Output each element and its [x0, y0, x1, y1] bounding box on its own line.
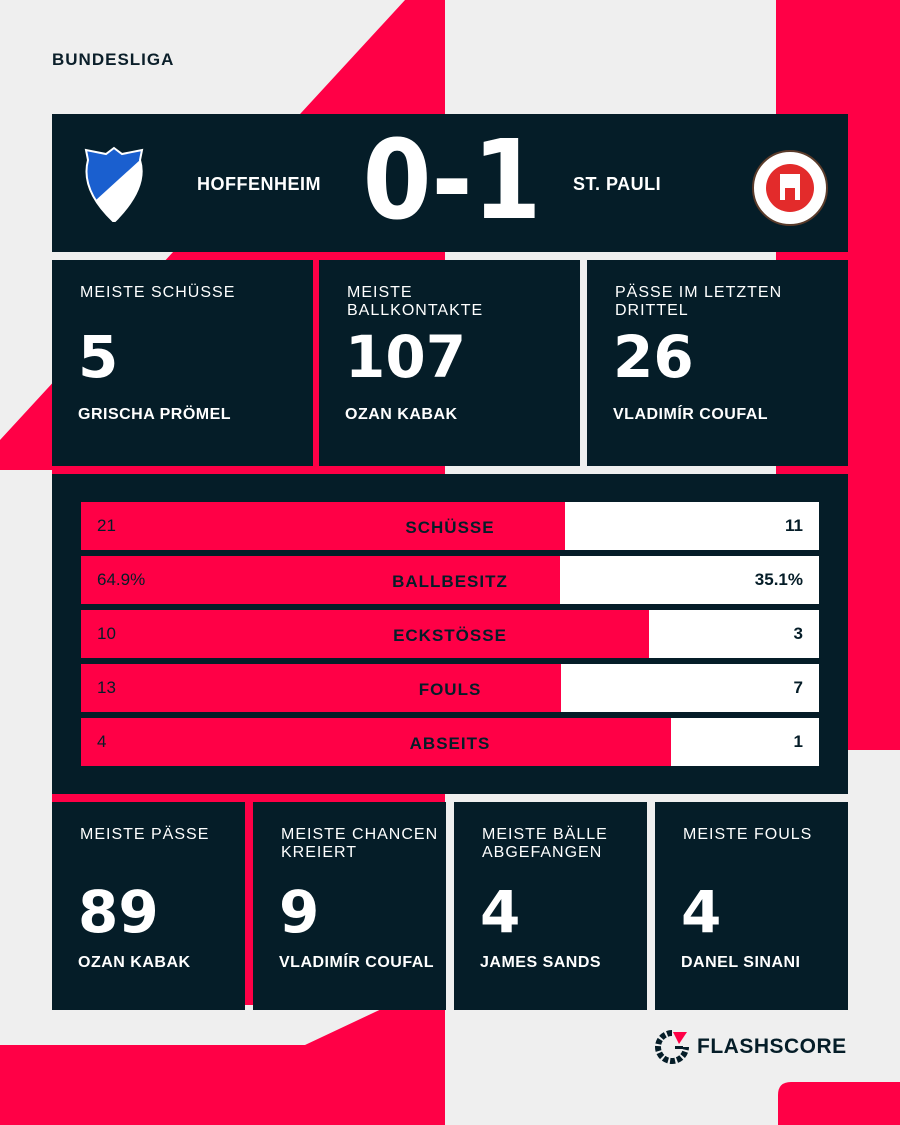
stat-card: MEISTE PÄSSE 89 OZAN KABAK	[52, 802, 245, 1010]
stat-card-player: DANEL SINANI	[681, 954, 801, 971]
home-share-bar	[81, 610, 649, 658]
stat-card: MEISTE BALLKONTAKTE 107 OZAN KABAK	[319, 260, 580, 466]
flashscore-brand: FLASHSCORE	[655, 1030, 847, 1064]
stat-row-abseits: 4 ABSEITS 1	[81, 718, 819, 766]
stat-row-fouls: 13 FOULS 7	[81, 664, 819, 712]
stat-card: MEISTE BÄLLE ABGEFANGEN 4 JAMES SANDS	[454, 802, 647, 1010]
flashscore-logo-icon	[655, 1030, 689, 1064]
stat-card-player: JAMES SANDS	[480, 954, 602, 971]
stat-name: FOULS	[418, 680, 482, 699]
away-value: 11	[785, 516, 803, 535]
stat-card: MEISTE FOULS 4 DANEL SINANI	[655, 802, 848, 1010]
league-title: BUNDESLIGA	[52, 50, 175, 69]
home-value: 4	[97, 732, 107, 751]
stat-card-player: GRISCHA PRÖMEL	[78, 406, 232, 423]
stat-row-schüsse: 21 SCHÜSSE 11	[81, 502, 819, 550]
stat-card-value: 5	[78, 323, 119, 391]
away-team-name: ST. PAULI	[573, 174, 662, 194]
home-share-bar	[81, 664, 561, 712]
stat-name: ECKSTÖSSE	[393, 626, 507, 645]
stat-card-value: 89	[78, 878, 159, 946]
stat-card-player: OZAN KABAK	[78, 954, 191, 971]
away-value: 7	[793, 678, 803, 697]
home-value: 13	[97, 678, 116, 697]
stat-card-value: 9	[279, 878, 320, 946]
hoffenheim-logo	[84, 146, 144, 222]
stat-card-label: MEISTE BÄLLE ABGEFANGEN	[482, 826, 608, 861]
st-pauli-logo	[752, 150, 828, 226]
home-value: 64.9%	[97, 570, 146, 589]
away-value: 35.1%	[754, 570, 803, 589]
match-header	[52, 114, 848, 252]
away-value: 1	[793, 732, 803, 751]
stat-card-player: VLADIMÍR COUFAL	[279, 954, 435, 971]
score: 0-1	[362, 116, 542, 244]
stat-row-eckstösse: 10 ECKSTÖSSE 3	[81, 610, 819, 658]
stat-name: ABSEITS	[409, 734, 491, 753]
home-share-bar	[81, 502, 566, 550]
flashscore-wordmark: FLASHSCORE	[697, 1035, 847, 1058]
stat-card: PÄSSE IM LETZTEN DRITTEL 26 VLADIMÍR COU…	[587, 260, 848, 466]
stat-name: SCHÜSSE	[405, 518, 495, 537]
home-share-bar	[81, 718, 672, 766]
stat-card-value: 26	[613, 323, 694, 391]
stat-card-value: 107	[345, 323, 467, 391]
stat-name: BALLBESITZ	[392, 572, 508, 591]
stat-card-label: MEISTE SCHÜSSE	[80, 284, 236, 301]
stat-row-ballbesitz: 64.9% BALLBESITZ 35.1%	[81, 556, 819, 604]
stat-card-player: OZAN KABAK	[345, 406, 458, 423]
home-value: 21	[97, 516, 116, 535]
stat-card: MEISTE SCHÜSSE 5 GRISCHA PRÖMEL	[52, 260, 313, 466]
away-value: 3	[793, 624, 803, 643]
stat-card-label: MEISTE FOULS	[683, 826, 813, 843]
stat-card-value: 4	[480, 878, 521, 946]
stat-card-label: MEISTE BALLKONTAKTE	[347, 284, 484, 319]
stat-card: MEISTE CHANCEN KREIERT 9 VLADIMÍR COUFAL	[253, 802, 446, 1010]
stat-card-label: PÄSSE IM LETZTEN DRITTEL	[615, 284, 783, 319]
home-team-name: HOFFENHEIM	[197, 174, 321, 194]
stat-card-value: 4	[681, 878, 722, 946]
stat-card-label: MEISTE PÄSSE	[80, 826, 210, 843]
home-value: 10	[97, 624, 116, 643]
home-share-bar	[81, 556, 560, 604]
stats-comparison-panel: 21 SCHÜSSE 11 64.9% BALLBESITZ 35.1% 10 …	[52, 474, 848, 794]
stat-card-player: VLADIMÍR COUFAL	[613, 406, 769, 423]
stat-card-label: MEISTE CHANCEN KREIERT	[281, 826, 439, 861]
